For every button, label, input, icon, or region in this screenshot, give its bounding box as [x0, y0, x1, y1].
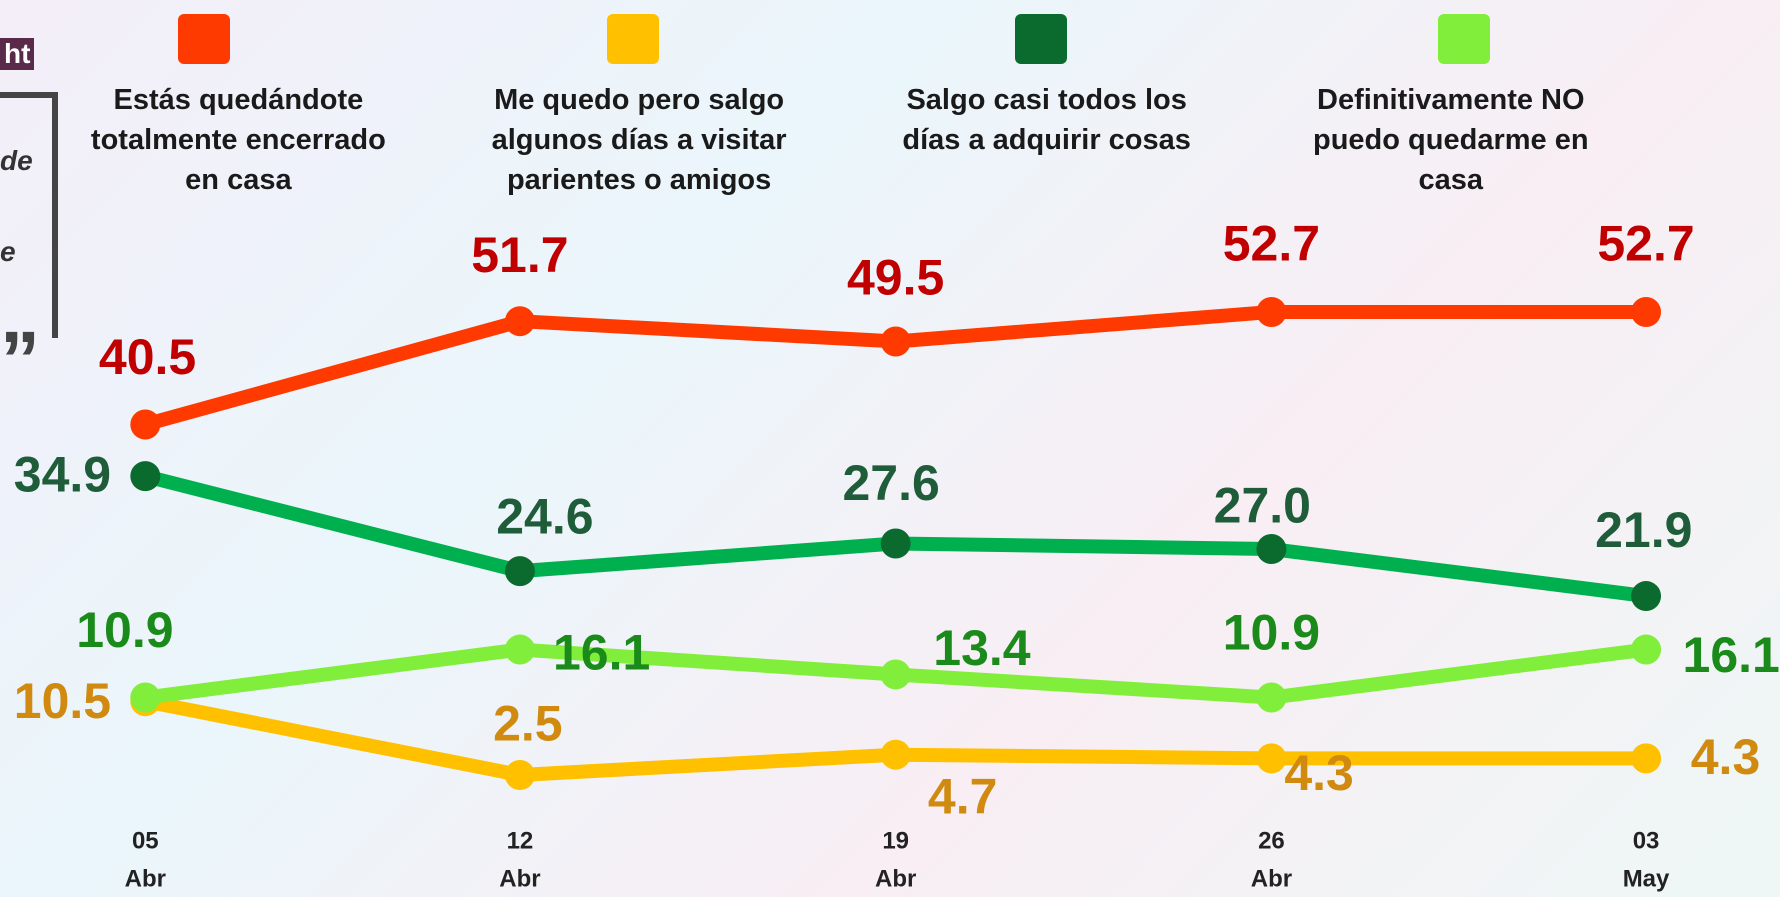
data-label: 13.4: [933, 620, 1031, 676]
data-label: 16.1: [553, 625, 650, 681]
data-point: [1631, 635, 1661, 665]
data-label: 2.5: [493, 696, 563, 752]
legend-swatch: [1438, 14, 1490, 64]
legend-swatch: [178, 14, 230, 64]
data-point: [1256, 683, 1286, 713]
data-label: 21.9: [1595, 502, 1692, 558]
x-tick-label: May: [1623, 865, 1670, 892]
x-tick-label: Abr: [1251, 865, 1292, 892]
screenshot: ht de e ” 05Abr12Abr19Abr26Abr03May40.55…: [0, 0, 1780, 897]
data-point: [1631, 581, 1661, 611]
legend-label: Me quedo pero salgo algunos días a visit…: [489, 80, 789, 200]
data-point: [881, 528, 911, 558]
legend-swatch: [1015, 14, 1067, 64]
data-point: [1631, 297, 1661, 327]
x-tick-label: Abr: [875, 865, 916, 892]
data-label: 4.3: [1691, 729, 1761, 785]
data-point: [881, 659, 911, 689]
data-label: 10.9: [1223, 604, 1320, 660]
data-label: 10.9: [76, 602, 173, 658]
data-point: [130, 461, 160, 491]
data-point: [1256, 534, 1286, 564]
x-tick-label: 26: [1258, 827, 1285, 854]
data-label: 40.5: [99, 329, 196, 385]
data-point: [505, 635, 535, 665]
legend-swatch: [607, 14, 659, 64]
legend-label: Estás quedándote totalmente encerrado en…: [88, 80, 388, 200]
data-label: 27.0: [1214, 477, 1311, 533]
x-tick-label: 05: [132, 827, 159, 854]
data-point: [505, 760, 535, 790]
data-label: 52.7: [1597, 215, 1694, 271]
x-tick-label: Abr: [125, 865, 166, 892]
data-label: 16.1: [1683, 627, 1780, 683]
x-tick-label: 12: [507, 827, 534, 854]
data-label: 27.6: [842, 455, 939, 511]
data-point: [1256, 297, 1286, 327]
data-point: [1256, 743, 1286, 773]
x-tick-label: Abr: [499, 865, 540, 892]
data-label: 4.3: [1284, 745, 1354, 801]
data-point: [881, 326, 911, 356]
data-label: 34.9: [14, 447, 111, 503]
data-point: [881, 740, 911, 770]
data-point: [130, 409, 160, 439]
data-label: 24.6: [496, 488, 593, 544]
legend-label: Definitivamente NO puedo quedarme en cas…: [1301, 80, 1601, 200]
legend-label: Salgo casi todos los días a adquirir cos…: [897, 80, 1197, 160]
data-point: [505, 556, 535, 586]
data-label: 49.5: [847, 250, 944, 306]
x-tick-label: 03: [1633, 827, 1660, 854]
x-tick-label: 19: [882, 827, 909, 854]
data-label: 10.5: [14, 673, 111, 729]
data-point: [1631, 743, 1661, 773]
data-point: [505, 306, 535, 336]
data-label: 51.7: [471, 227, 568, 283]
data-label: 52.7: [1223, 215, 1320, 271]
data-label: 4.7: [928, 768, 998, 824]
data-point: [130, 683, 160, 713]
